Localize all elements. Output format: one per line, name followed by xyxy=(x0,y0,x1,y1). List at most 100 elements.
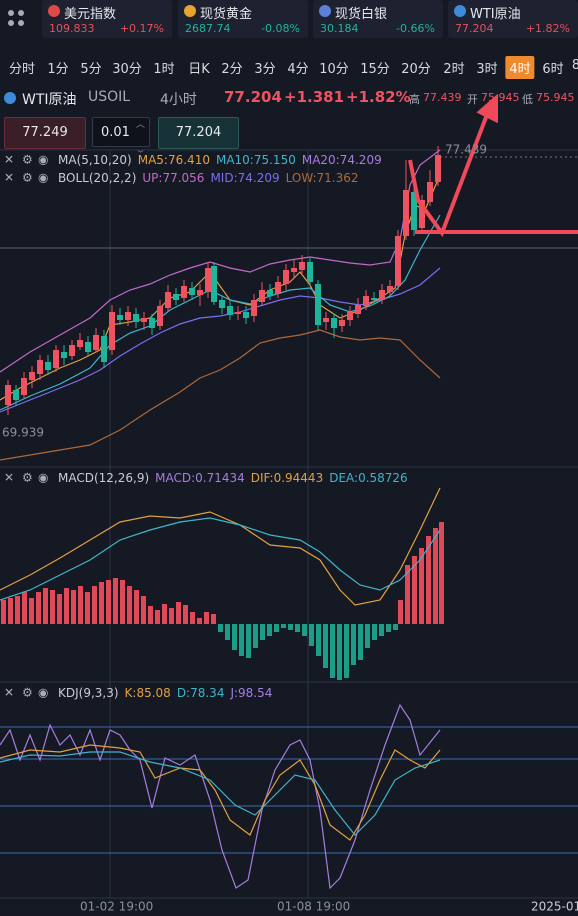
timeframe-tab[interactable]: 6时 xyxy=(542,62,564,77)
settings-icon[interactable]: ⚙ xyxy=(22,686,33,700)
kdj-k xyxy=(0,744,441,841)
candle-body xyxy=(101,336,107,362)
macd-bar xyxy=(365,624,370,648)
indicator-value: D:78.34 xyxy=(177,686,225,700)
macd-bar xyxy=(120,580,125,624)
close-icon[interactable]: ✕ xyxy=(4,686,14,700)
macd-bar xyxy=(295,624,300,632)
visibility-icon[interactable]: ◉ xyxy=(38,153,48,167)
close-icon[interactable]: ✕ xyxy=(4,153,14,167)
macd-bar xyxy=(71,590,76,624)
ticker-card[interactable]: 现货白银 30.184 -0.66% xyxy=(313,0,443,38)
macd-bar xyxy=(22,592,27,624)
menu-icon[interactable] xyxy=(6,8,28,30)
timeframe-tab[interactable]: 4时 xyxy=(505,56,535,79)
timeframe-tab[interactable]: 1时 xyxy=(153,62,175,77)
ticker-card[interactable]: 现货黄金 2687.74 -0.08% xyxy=(178,0,308,38)
candle-body xyxy=(387,286,393,292)
timeframe-tab[interactable]: 4分 xyxy=(287,62,309,77)
timeframe-tab[interactable]: 8 xyxy=(571,58,578,73)
candle-body xyxy=(189,288,195,295)
sell-price[interactable]: 77.249 xyxy=(4,117,86,149)
lot-input[interactable]: 0.01 ︿ ﹀ xyxy=(92,117,150,160)
indicator-value: MID:74.209 xyxy=(210,171,279,185)
visibility-icon[interactable]: ◉ xyxy=(38,171,48,185)
stepper[interactable]: ︿ ﹀ xyxy=(135,120,145,160)
ticker-price: 77.204 xyxy=(455,22,494,35)
close-icon[interactable]: ✕ xyxy=(4,471,14,485)
symbol-code[interactable]: USOIL xyxy=(88,89,131,105)
indicator-legend: BOLL(20,2,2) UP:77.056 MID:74.209 LOW:71.36… xyxy=(58,171,359,185)
candle-body xyxy=(371,298,377,300)
period[interactable]: 4小时 xyxy=(160,92,197,108)
indicator-name: MACD(12,26,9) xyxy=(58,471,149,485)
macd-bar xyxy=(36,592,41,624)
low-marker: 69.939 xyxy=(2,426,44,440)
macd-bar xyxy=(57,594,62,624)
macd-bar xyxy=(134,590,139,624)
timeframe-tab[interactable]: 日K xyxy=(188,62,210,77)
macd-bar xyxy=(439,522,444,624)
settings-icon[interactable]: ⚙ xyxy=(22,171,33,185)
ticker-card[interactable]: 美元指数 109.833 +0.17% xyxy=(42,0,172,38)
timeframe-tab[interactable]: 10分 xyxy=(319,62,349,77)
candle-body xyxy=(5,385,11,405)
timeframe-tab[interactable]: 分时 xyxy=(8,62,36,77)
close-icon[interactable]: ✕ xyxy=(4,171,14,185)
symbol-name[interactable]: WTI原油 xyxy=(22,92,77,108)
ticker-name: WTI原油 xyxy=(470,7,521,22)
open-label: 开 xyxy=(467,93,478,106)
timeframe-tab[interactable]: 20分 xyxy=(401,62,431,77)
timeframe-tab[interactable]: 30分 xyxy=(112,62,142,77)
macd-bar xyxy=(330,624,335,678)
timeframe-tab[interactable]: 15分 xyxy=(360,62,390,77)
timeframe-tab[interactable]: 3分 xyxy=(254,62,276,77)
macd-bar xyxy=(50,590,55,624)
candle-body xyxy=(205,268,211,292)
ticker-change: -0.66% xyxy=(396,22,435,35)
candle-body xyxy=(291,268,297,272)
candle-body xyxy=(149,318,155,328)
indicator-value: MA5:76.410 xyxy=(138,153,210,167)
boll-low xyxy=(0,329,441,461)
macd-bar xyxy=(127,586,132,624)
high-marker: 77.439 xyxy=(445,143,487,157)
candle-body xyxy=(85,342,91,352)
grid-icon xyxy=(8,10,24,26)
boll-up xyxy=(0,149,441,373)
candle-body xyxy=(219,300,225,308)
macd-bar xyxy=(211,614,216,624)
candle-body xyxy=(363,296,369,306)
ticker-change: -0.08% xyxy=(261,22,300,35)
timeframe-tab[interactable]: 3时 xyxy=(476,62,498,77)
settings-icon[interactable]: ⚙ xyxy=(22,153,33,167)
timeframe-tab[interactable]: 2时 xyxy=(443,62,465,77)
candles xyxy=(5,146,441,415)
candle-body xyxy=(395,236,401,286)
timeframe-tab[interactable]: 5分 xyxy=(80,62,102,77)
macd-bar xyxy=(141,596,146,624)
macd-bar xyxy=(426,536,431,624)
timeframe-tab[interactable]: 1分 xyxy=(47,62,69,77)
dea-line xyxy=(0,517,441,601)
buy-price[interactable]: 77.204 xyxy=(158,117,239,149)
macd-bar xyxy=(358,624,363,660)
indicator-value: UP:77.056 xyxy=(142,171,204,185)
macd-bar xyxy=(78,586,83,624)
settings-icon[interactable]: ⚙ xyxy=(22,471,33,485)
macd-bar xyxy=(64,588,69,624)
ticker-price: 2687.74 xyxy=(185,22,231,35)
indicator-value: LOW:71.362 xyxy=(286,171,359,185)
indicator-value: K:85.08 xyxy=(125,686,171,700)
macd-bar xyxy=(197,618,202,624)
arrowhead xyxy=(476,93,498,124)
visibility-icon[interactable]: ◉ xyxy=(38,686,48,700)
ticker-card[interactable]: WTI原油 77.204 +1.82% xyxy=(448,0,578,38)
timeframe-tab[interactable]: 2分 xyxy=(221,62,243,77)
candle-body xyxy=(133,314,139,322)
visibility-icon[interactable]: ◉ xyxy=(38,471,48,485)
candle-body xyxy=(157,306,163,326)
macd-bar xyxy=(176,602,181,624)
ticker-icon xyxy=(319,5,331,17)
